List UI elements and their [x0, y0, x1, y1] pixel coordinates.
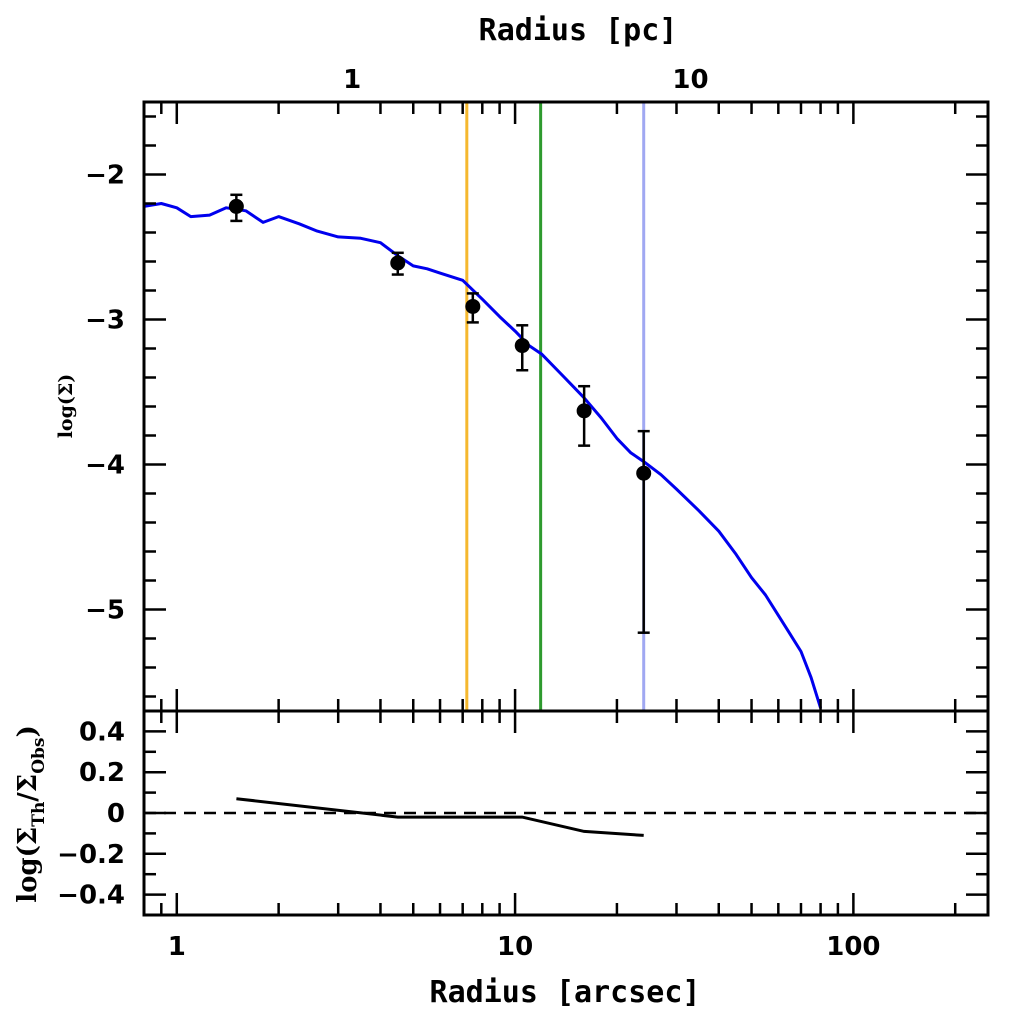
data-point — [465, 298, 481, 314]
x-tick-label: 10 — [497, 932, 533, 962]
y-tick-label: 0.2 — [79, 758, 125, 788]
y-tick-label: −0.4 — [57, 881, 125, 911]
bottom-panel-ylabel: log(ΣTh/ΣObs) — [13, 725, 49, 903]
observation-2 — [390, 251, 406, 276]
top-panel-y-tick-labels: −2 −3 −4 −5 — [85, 161, 125, 626]
top-axis-tick-labels: 1 10 — [343, 65, 708, 95]
residual-curve — [236, 797, 644, 837]
top-panel — [142, 100, 990, 713]
bottom-panel-x-tick-labels: 1 10 100 — [168, 932, 881, 962]
top-axis-tick-label: 1 — [343, 65, 361, 95]
bottom-panel-y-tick-labels: 0.4 0.2 0 −0.2 −0.4 — [57, 717, 125, 910]
observation-4 — [514, 324, 530, 372]
data-point — [636, 465, 652, 481]
y-tick-label: −0.2 — [57, 840, 125, 870]
top-axis-tick-label: 10 — [672, 65, 708, 95]
y-tick-label: −2 — [85, 161, 125, 191]
y-tick-label: −4 — [85, 451, 125, 481]
y-tick-label: −5 — [85, 596, 125, 626]
bottom-panel-frame — [142, 709, 990, 917]
y-tick-label: −3 — [85, 306, 125, 336]
bottom-axis-title: Radius [arcsec] — [430, 975, 701, 1010]
data-point — [228, 198, 244, 214]
top-panel-ticks — [142, 102, 988, 711]
observation-5 — [576, 384, 592, 447]
data-point — [514, 338, 530, 354]
y-tick-label: 0.4 — [79, 717, 125, 747]
observation-6 — [636, 429, 652, 634]
top-panel-frame — [142, 100, 990, 713]
data-point — [576, 403, 592, 419]
top-panel-ylabel: log(Σ) — [55, 374, 77, 439]
y-tick-label: 0 — [107, 799, 125, 829]
top-axis-title: Radius [pc] — [479, 13, 678, 48]
data-point — [390, 255, 406, 271]
bottom-panel — [142, 709, 990, 917]
observation-1 — [228, 193, 244, 223]
x-tick-label: 1 — [168, 932, 186, 962]
bottom-panel-ticks — [142, 711, 988, 915]
observation-3 — [465, 292, 481, 324]
model-curve — [143, 202, 823, 709]
x-tick-label: 100 — [826, 932, 880, 962]
